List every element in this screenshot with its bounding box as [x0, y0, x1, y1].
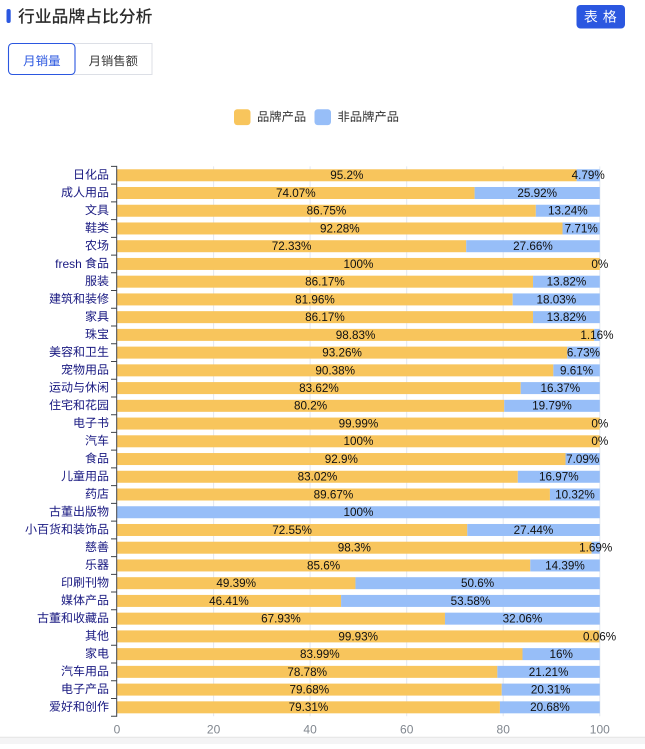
svg-text:20: 20 [207, 723, 221, 737]
svg-text:1.16%: 1.16% [580, 329, 613, 342]
svg-text:16.97%: 16.97% [539, 471, 579, 484]
svg-text:4.79%: 4.79% [572, 169, 605, 182]
svg-text:7.09%: 7.09% [566, 453, 599, 466]
svg-text:16%: 16% [549, 648, 572, 661]
svg-text:13.82%: 13.82% [547, 276, 587, 289]
svg-text:21.21%: 21.21% [529, 666, 569, 679]
svg-text:0%: 0% [591, 258, 608, 271]
svg-text:13.82%: 13.82% [547, 311, 587, 324]
svg-text:89.67%: 89.67% [314, 488, 354, 501]
svg-text:98.83%: 98.83% [336, 329, 376, 342]
svg-text:83.62%: 83.62% [299, 382, 339, 395]
svg-text:79.31%: 79.31% [289, 701, 329, 714]
svg-text:74.07%: 74.07% [276, 187, 316, 200]
svg-text:25.92%: 25.92% [517, 187, 557, 200]
svg-text:98.3%: 98.3% [338, 542, 371, 555]
svg-text:100: 100 [590, 723, 610, 737]
svg-text:18.03%: 18.03% [536, 293, 576, 306]
svg-text:80.2%: 80.2% [294, 400, 327, 413]
svg-text:20.68%: 20.68% [530, 701, 570, 714]
svg-text:32.06%: 32.06% [503, 613, 543, 626]
svg-text:0.06%: 0.06% [583, 630, 616, 643]
svg-text:72.33%: 72.33% [272, 240, 312, 253]
svg-text:90.38%: 90.38% [315, 364, 355, 377]
svg-text:40: 40 [303, 723, 317, 737]
svg-text:86.17%: 86.17% [305, 311, 345, 324]
svg-text:9.61%: 9.61% [560, 364, 593, 377]
svg-text:99.93%: 99.93% [338, 630, 378, 643]
svg-text:80: 80 [497, 723, 511, 737]
svg-text:49.39%: 49.39% [216, 577, 256, 590]
svg-text:100%: 100% [343, 435, 373, 448]
svg-text:67.93%: 67.93% [261, 613, 301, 626]
svg-text:13.24%: 13.24% [548, 205, 588, 218]
svg-text:83.02%: 83.02% [298, 471, 338, 484]
svg-text:86.17%: 86.17% [305, 276, 345, 289]
svg-text:53.58%: 53.58% [451, 595, 491, 608]
svg-text:78.78%: 78.78% [287, 666, 327, 679]
svg-text:fresh: fresh [55, 257, 82, 271]
svg-text:100%: 100% [343, 258, 373, 271]
svg-text:16.37%: 16.37% [540, 382, 580, 395]
svg-text:60: 60 [400, 723, 414, 737]
svg-text:19.79%: 19.79% [532, 400, 572, 413]
svg-text:81.96%: 81.96% [295, 293, 335, 306]
svg-text:95.2%: 95.2% [330, 169, 363, 182]
svg-text:46.41%: 46.41% [209, 595, 249, 608]
svg-text:27.44%: 27.44% [514, 524, 554, 537]
svg-text:72.55%: 72.55% [272, 524, 312, 537]
svg-text:83.99%: 83.99% [300, 648, 340, 661]
svg-text:85.6%: 85.6% [307, 559, 340, 572]
svg-text:1.69%: 1.69% [579, 542, 612, 555]
svg-text:27.66%: 27.66% [513, 240, 553, 253]
svg-text:93.26%: 93.26% [322, 347, 362, 360]
svg-text:0%: 0% [591, 435, 608, 448]
svg-text:10.32%: 10.32% [555, 488, 595, 501]
svg-text:100%: 100% [343, 506, 373, 519]
svg-text:0: 0 [114, 723, 121, 737]
svg-text:99.99%: 99.99% [339, 418, 379, 431]
svg-text:92.9%: 92.9% [325, 453, 358, 466]
svg-text:50.6%: 50.6% [461, 577, 494, 590]
svg-text:7.71%: 7.71% [565, 222, 598, 235]
svg-text:0%: 0% [591, 418, 608, 431]
svg-text:79.68%: 79.68% [289, 684, 329, 697]
svg-text:92.28%: 92.28% [320, 222, 360, 235]
svg-text:14.39%: 14.39% [545, 559, 585, 572]
svg-text:86.75%: 86.75% [307, 205, 347, 218]
svg-text:6.73%: 6.73% [567, 347, 600, 360]
svg-text:20.31%: 20.31% [531, 684, 571, 697]
